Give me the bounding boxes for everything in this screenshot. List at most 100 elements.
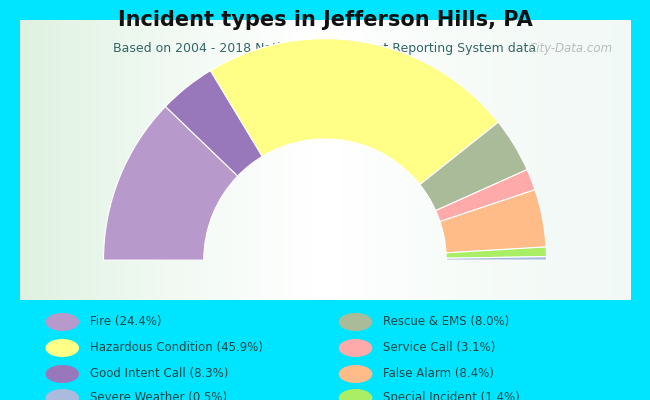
Bar [20, 20, 23, 300]
Text: Special Incident (1.4%): Special Incident (1.4%) [383, 392, 520, 400]
Bar [514, 20, 517, 300]
Bar [359, 20, 361, 300]
Bar [472, 20, 474, 300]
Bar [169, 20, 172, 300]
Bar [108, 20, 111, 300]
Bar [289, 20, 291, 300]
Text: Severe Weather (0.5%): Severe Weather (0.5%) [90, 392, 227, 400]
Bar [194, 20, 197, 300]
Text: Good Intent Call (8.3%): Good Intent Call (8.3%) [90, 368, 228, 380]
Bar [181, 20, 185, 300]
Bar [337, 20, 341, 300]
Bar [398, 20, 402, 300]
Bar [575, 20, 578, 300]
Bar [84, 20, 86, 300]
Text: Service Call (3.1%): Service Call (3.1%) [383, 342, 495, 354]
Bar [512, 20, 514, 300]
Bar [484, 20, 487, 300]
Bar [304, 20, 307, 300]
Bar [188, 20, 190, 300]
Bar [233, 20, 237, 300]
Bar [606, 20, 609, 300]
Bar [462, 20, 465, 300]
Bar [38, 20, 41, 300]
Bar [111, 20, 114, 300]
Bar [625, 20, 627, 300]
Text: Fire (24.4%): Fire (24.4%) [90, 316, 161, 328]
Bar [609, 20, 612, 300]
Bar [618, 20, 621, 300]
Bar [215, 20, 218, 300]
Bar [53, 20, 56, 300]
Bar [203, 20, 206, 300]
Bar [267, 20, 270, 300]
Bar [404, 20, 408, 300]
Bar [450, 20, 453, 300]
Bar [591, 20, 594, 300]
Bar [102, 20, 105, 300]
Bar [325, 20, 328, 300]
Bar [252, 20, 255, 300]
Text: City-Data.com: City-Data.com [528, 42, 612, 55]
Bar [25, 20, 29, 300]
Bar [435, 20, 438, 300]
Bar [68, 20, 72, 300]
Bar [285, 20, 289, 300]
Bar [395, 20, 398, 300]
Bar [300, 20, 304, 300]
Bar [176, 20, 178, 300]
Bar [413, 20, 417, 300]
Bar [258, 20, 261, 300]
Ellipse shape [339, 313, 372, 331]
Bar [533, 20, 536, 300]
Bar [32, 20, 35, 300]
Bar [90, 20, 93, 300]
Wedge shape [446, 247, 547, 258]
Bar [157, 20, 160, 300]
Bar [490, 20, 493, 300]
Bar [264, 20, 267, 300]
Bar [29, 20, 32, 300]
Ellipse shape [46, 365, 79, 383]
Bar [86, 20, 90, 300]
Bar [569, 20, 573, 300]
Bar [313, 20, 316, 300]
Bar [422, 20, 426, 300]
Bar [142, 20, 145, 300]
Text: Based on 2004 - 2018 National Fire Incident Reporting System data: Based on 2004 - 2018 National Fire Incid… [114, 42, 536, 55]
Bar [151, 20, 154, 300]
Bar [120, 20, 124, 300]
Bar [548, 20, 551, 300]
Bar [65, 20, 68, 300]
Bar [309, 20, 313, 300]
Bar [96, 20, 99, 300]
Bar [386, 20, 389, 300]
Bar [370, 20, 374, 300]
Text: False Alarm (8.4%): False Alarm (8.4%) [383, 368, 494, 380]
Bar [460, 20, 462, 300]
Bar [221, 20, 224, 300]
Bar [356, 20, 359, 300]
Bar [542, 20, 545, 300]
Bar [206, 20, 209, 300]
Bar [148, 20, 151, 300]
Bar [334, 20, 337, 300]
Bar [117, 20, 120, 300]
Bar [50, 20, 53, 300]
Bar [429, 20, 432, 300]
Bar [343, 20, 346, 300]
Bar [75, 20, 77, 300]
Bar [114, 20, 117, 300]
Bar [81, 20, 84, 300]
Ellipse shape [46, 389, 79, 400]
Bar [197, 20, 200, 300]
Bar [350, 20, 352, 300]
Bar [246, 20, 248, 300]
Bar [447, 20, 450, 300]
Bar [239, 20, 242, 300]
Wedge shape [440, 190, 546, 253]
Bar [331, 20, 334, 300]
Bar [126, 20, 129, 300]
Bar [554, 20, 557, 300]
Bar [56, 20, 59, 300]
